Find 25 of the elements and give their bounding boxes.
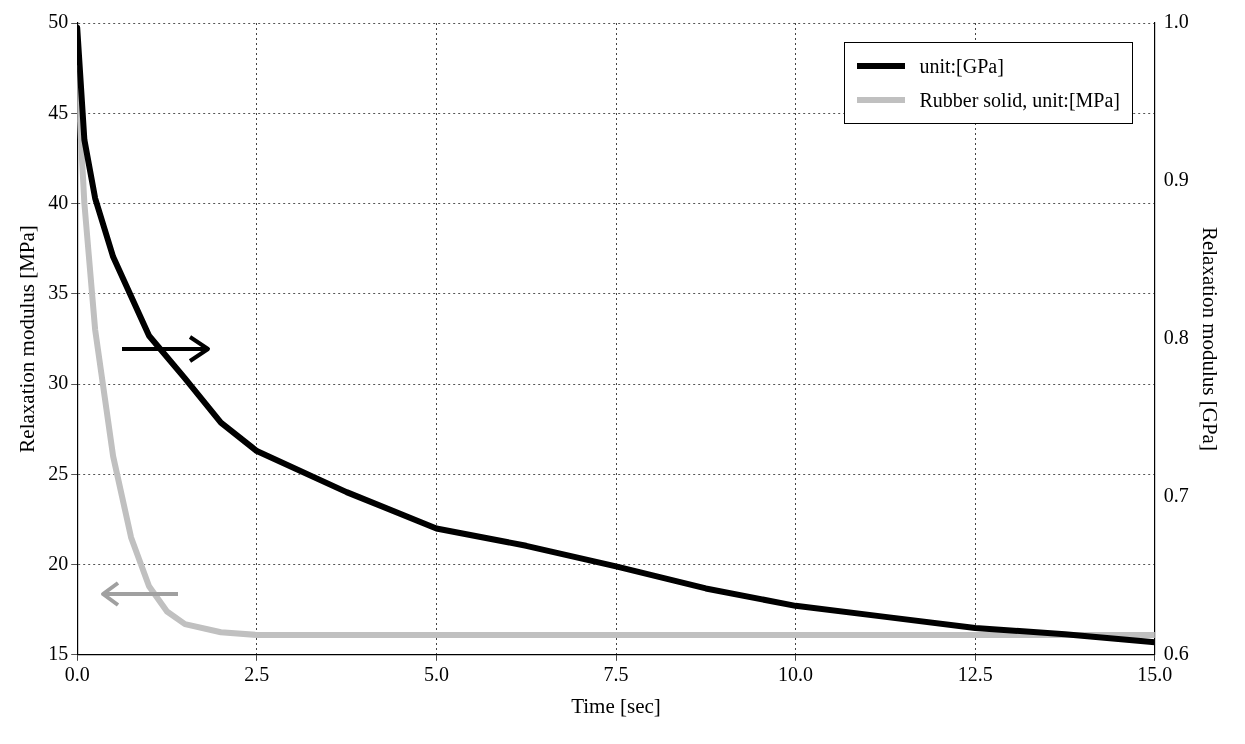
x-tick-label: 0.0 [64,663,90,686]
legend-label: unit:[GPa] [919,54,1004,78]
y2-tick-label: 1.0 [1163,10,1189,33]
y-tick-label: 25 [48,461,69,484]
y-tick-label: 40 [48,190,69,213]
x-tick-label: 12.5 [957,663,993,686]
y-tick-label: 20 [48,551,69,574]
y-tick-label: 15 [48,642,69,665]
y2-tick-label: 0.9 [1163,168,1189,191]
y2-tick-label: 0.8 [1163,326,1189,349]
x-tick-label: 15.0 [1137,663,1173,686]
y-tick-label: 30 [48,371,69,394]
legend-label: Rubber solid, unit:[MPa] [919,88,1120,112]
x-tick-label: 7.5 [603,663,629,686]
y-tick-label: 50 [48,10,69,33]
y2-tick-label: 0.6 [1163,642,1189,665]
x-tick-label: 5.0 [423,663,449,686]
y-tick-label: 35 [48,281,69,304]
x-tick-label: 10.0 [778,663,814,686]
y2-axis-title: Relaxation modulus [GPa] [1197,226,1222,451]
x-axis-title: Time [sec] [571,693,661,718]
y2-tick-label: 0.7 [1163,484,1189,507]
x-tick-label: 2.5 [244,663,270,686]
y-tick-label: 45 [48,100,69,123]
y-axis-title: Relaxation modulus [MPa] [15,225,40,453]
